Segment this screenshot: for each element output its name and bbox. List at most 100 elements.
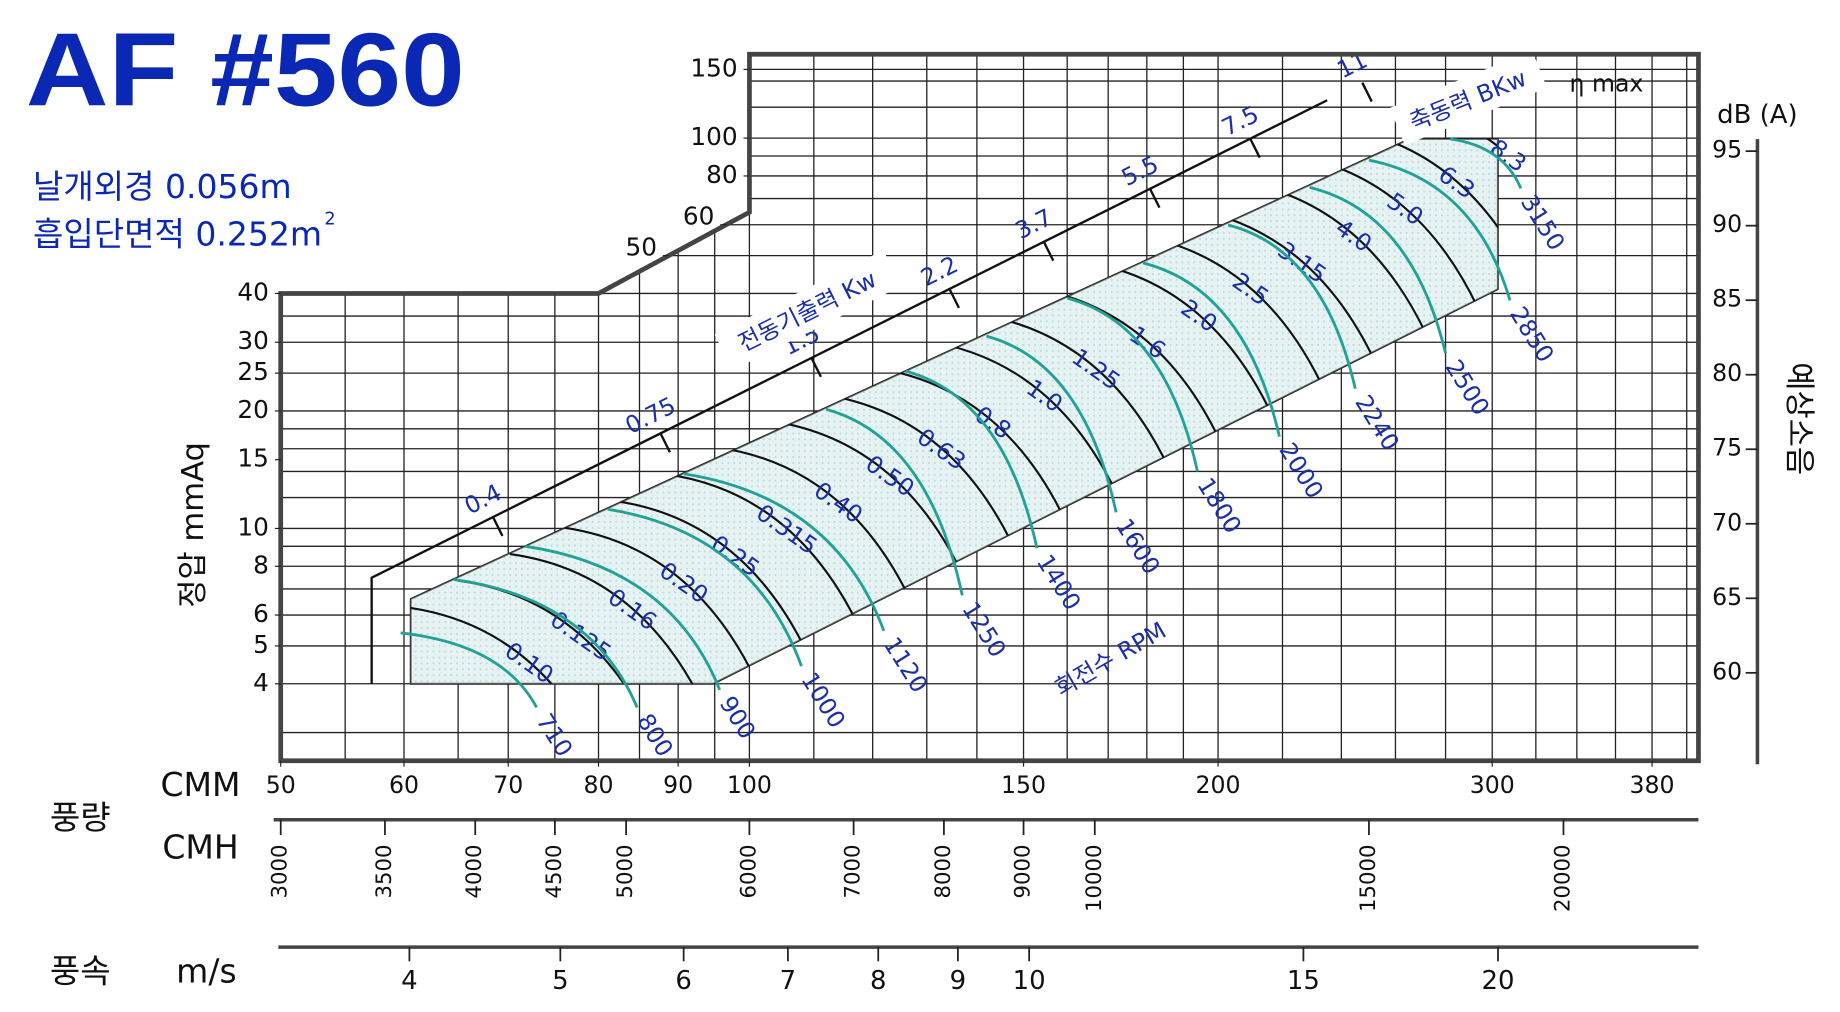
speed-tick-label: 5 [552,966,569,996]
speed-axis-title: m/s [176,952,237,991]
rpm-label: 2850 [1504,302,1560,368]
cmh-tick-label: 8000 [931,845,956,899]
rpm-curve [607,507,803,667]
speed-tick-label: 9 [950,966,967,996]
y-tick-label: 5 [253,630,269,659]
motor-label: 11 [1333,46,1372,84]
speed-tick-label: 6 [675,966,692,996]
y-tick-label: 60 [683,202,715,231]
cmh-tick-label: 20000 [1550,845,1575,913]
shaft-power-curve [715,446,912,602]
subtitle-superscript: 2 [324,209,335,229]
y-axis-title: 정압 mmAq [176,442,211,608]
motor-tick [1249,138,1261,159]
speed-tick-label: 8 [870,966,887,996]
cmh-tick-label: 10000 [1082,845,1107,913]
y2-tick-label: 85 [1712,285,1742,313]
plot-area: 0.100.1250.160.200.250.3150.400.500.630.… [278,46,1701,764]
y-tick-label: 25 [237,357,268,386]
shaft-power-curve [509,552,706,684]
motor-tick [1361,82,1373,103]
y-tick-label: 50 [625,233,657,262]
flow-label: 풍량 [50,798,111,837]
speed-group-label: 풍속 [50,952,111,991]
rpm-curve [986,334,1118,513]
y2-tick-label: 95 [1712,136,1742,164]
region-tint [410,138,1498,684]
shaft-power-curve [767,419,964,575]
speed-tick-label: 15 [1287,966,1320,996]
speed-tick-label: 10 [1013,966,1046,996]
y-tick-label: 150 [690,53,737,82]
cmh-tick-label: 3000 [268,845,293,899]
shaft-power-curve [561,526,758,682]
shaft-power-curve [612,499,809,655]
cmh-tick-label: 9000 [1011,845,1036,899]
rpm-label: 900 [714,691,762,744]
motor-tick [1148,188,1161,209]
rpm-curve [453,578,639,708]
cmh-tick-label: 4500 [542,845,567,899]
cmh-axis-title: CMH [162,828,238,867]
motor-tick [1042,241,1055,262]
x-tick-label: 200 [1196,771,1241,799]
rpm-label: 1400 [1031,549,1087,615]
y-tick-label: 10 [237,512,268,541]
rpm-curve [1227,223,1357,390]
motor-tick [659,432,672,453]
rpm-label: 1250 [956,597,1012,663]
x-tick-label: 60 [389,771,419,799]
y-tick-label: 100 [690,122,737,151]
eta-max-label: η max [1570,69,1644,97]
rpm-label: 800 [631,709,679,762]
speed-tick-label: 7 [780,966,797,996]
label-backdrop [1389,50,1548,146]
x-tick-label: 380 [1630,771,1675,799]
shaft-power-curve [818,392,1015,548]
rpm-curve [525,544,721,691]
y-tick-label: 6 [253,599,269,628]
speed-tick-label: 4 [401,966,418,996]
motor-tick [948,288,960,309]
x-axis-title: CMM [160,765,240,804]
rpm-label: 3150 [1515,190,1571,256]
x-tick-label: 50 [266,771,296,799]
cmh-tick-label: 3500 [372,845,397,899]
rpm-curve [400,631,538,709]
rpm-curve [1450,137,1523,190]
x-tick-label: 150 [1001,771,1046,799]
y2-tick-label: 70 [1712,508,1742,536]
motor-tick [810,357,822,378]
subtitle: 날개외경 0.056m [33,167,292,206]
y-tick-label: 30 [237,326,268,355]
y2-axis-title: 예상소음 [1781,362,1816,475]
motor-line [370,99,1328,684]
rpm-label: 710 [531,709,579,762]
plot-frame [278,51,1701,764]
operating-region [409,138,1499,685]
y2-tick-label: 60 [1712,657,1742,685]
y-tick-label: 40 [237,277,268,306]
cmh-tick-label: 15000 [1356,845,1381,913]
y2-tick-label: 65 [1712,583,1742,611]
rpm-curve [683,472,886,632]
cmh-tick-label: 4000 [462,845,487,899]
y-tick-label: 4 [253,668,269,697]
cmh-tick-label: 5000 [613,845,638,899]
y2-tick-label: 75 [1712,434,1742,462]
cmh-tick-label: 7000 [841,845,866,899]
speed-tick-label: 20 [1481,966,1514,996]
rpm-label: 2240 [1349,390,1405,456]
y2-tick-label: 80 [1712,359,1742,387]
rpm-curve [1309,185,1447,354]
y-tick-label: 80 [706,160,738,189]
motor-tick [491,516,504,537]
chart-title: AF #560 [26,11,465,127]
rpm-curve [825,407,964,596]
rpm-title: 회전수 RPM [1050,616,1171,702]
y2-unit: dB (A) [1717,100,1798,130]
subtitle: 흡입단면적 0.252m [33,214,322,253]
x-tick-label: 90 [663,771,693,799]
shaft-power-curve [1334,138,1498,281]
motor-label: 0.75 [621,391,680,440]
